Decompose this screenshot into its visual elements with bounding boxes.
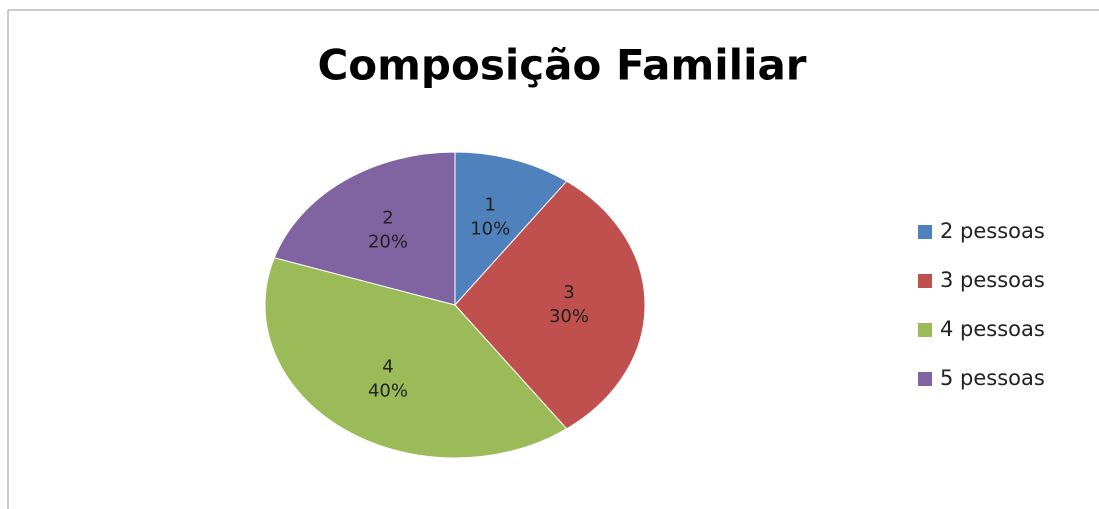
slice-value-label: 2 bbox=[382, 208, 393, 229]
legend-swatch bbox=[918, 323, 932, 337]
legend-swatch bbox=[918, 274, 932, 288]
slice-percent-label: 40% bbox=[368, 380, 408, 401]
legend-label: 4 pessoas bbox=[940, 317, 1045, 341]
slice-value-label: 1 bbox=[485, 195, 496, 216]
pie-slice bbox=[454, 180, 646, 430]
slice-percent-label: 10% bbox=[470, 219, 510, 240]
legend-swatch bbox=[918, 225, 932, 239]
slice-percent-label: 30% bbox=[549, 306, 589, 327]
pie-slice bbox=[264, 257, 568, 459]
slice-percent-label: 20% bbox=[368, 232, 408, 253]
legend-swatch bbox=[918, 372, 932, 386]
legend-label: 5 pessoas bbox=[940, 366, 1045, 390]
legend-label: 3 pessoas bbox=[940, 268, 1045, 292]
legend-label: 2 pessoas bbox=[940, 219, 1045, 243]
slice-value-label: 3 bbox=[563, 282, 574, 303]
slice-value-label: 4 bbox=[382, 356, 393, 377]
pie-slice bbox=[273, 151, 456, 306]
pie-slice bbox=[454, 151, 568, 307]
chart-title: Composição Familiar bbox=[317, 41, 806, 90]
